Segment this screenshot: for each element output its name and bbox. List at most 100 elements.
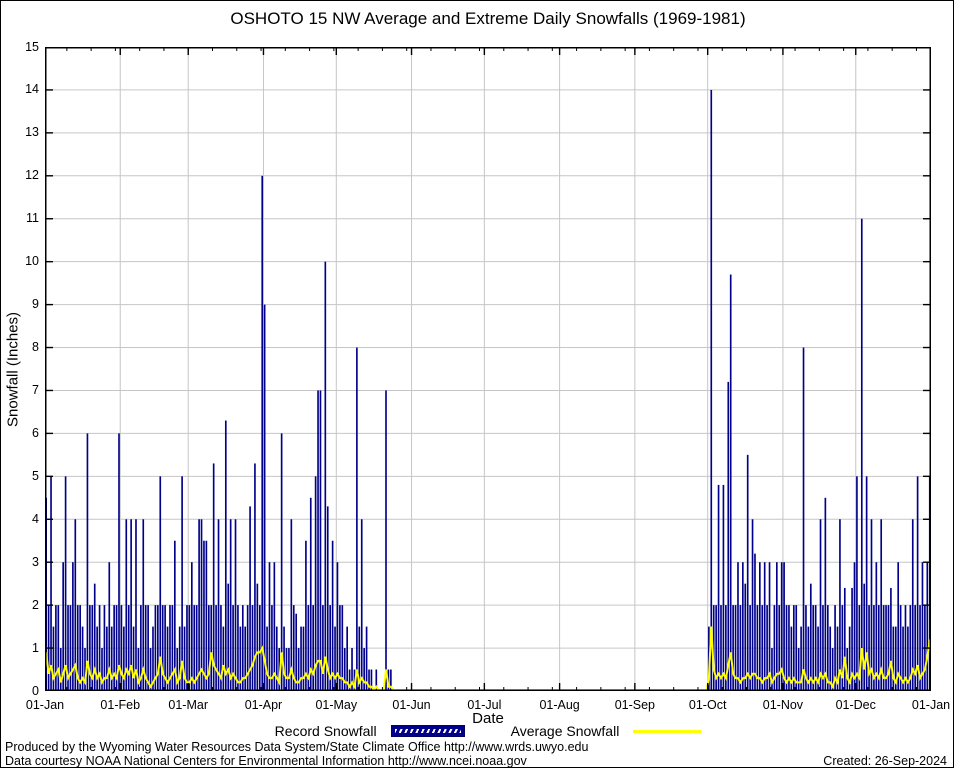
record-bar bbox=[802, 347, 805, 691]
record-bar bbox=[169, 605, 171, 691]
record-bar bbox=[727, 381, 730, 691]
record-bar bbox=[137, 648, 140, 691]
record-bar bbox=[363, 648, 365, 691]
record-bar bbox=[853, 562, 856, 691]
y-tick-label: 8 bbox=[32, 340, 39, 355]
record-bar bbox=[140, 605, 142, 691]
record-bar bbox=[836, 626, 839, 691]
x-tick-label: 01-Sep bbox=[614, 698, 655, 712]
record-bar bbox=[887, 605, 890, 691]
record-bar bbox=[926, 562, 929, 691]
record-bar bbox=[305, 540, 307, 691]
record-bar bbox=[249, 506, 251, 691]
record-bar bbox=[826, 605, 829, 691]
record-bar bbox=[149, 648, 152, 691]
record-bar bbox=[909, 605, 912, 691]
y-tick-label: 12 bbox=[25, 168, 39, 183]
record-bar bbox=[241, 605, 244, 691]
record-bar bbox=[921, 562, 924, 691]
record-bar bbox=[159, 476, 162, 691]
record-bar bbox=[246, 605, 249, 691]
record-bar bbox=[800, 626, 802, 691]
record-bar bbox=[712, 605, 715, 691]
record-bar bbox=[234, 519, 237, 691]
record-bar bbox=[365, 626, 368, 691]
record-bar bbox=[244, 626, 247, 691]
record-bar bbox=[62, 562, 64, 691]
record-bar bbox=[222, 626, 225, 691]
record-bar bbox=[300, 626, 302, 691]
x-axis-title: Date bbox=[472, 710, 504, 727]
record-bar bbox=[875, 562, 878, 691]
record-bar bbox=[55, 605, 57, 691]
record-bar bbox=[98, 605, 101, 691]
record-bar bbox=[751, 519, 754, 691]
record-bar bbox=[761, 605, 764, 691]
record-bar bbox=[288, 648, 290, 691]
record-bar bbox=[190, 562, 193, 691]
record-bar bbox=[768, 562, 771, 691]
record-bar bbox=[118, 433, 120, 691]
record-bar bbox=[181, 476, 183, 691]
average-line bbox=[45, 626, 931, 691]
record-bar bbox=[81, 626, 84, 691]
record-bar bbox=[756, 605, 759, 691]
legend-average-label: Average Snowfall bbox=[510, 723, 620, 739]
record-bar bbox=[161, 605, 164, 691]
record-bar bbox=[203, 540, 205, 691]
record-bar bbox=[324, 261, 327, 691]
y-tick-label: 3 bbox=[32, 554, 39, 569]
record-bar bbox=[778, 605, 781, 691]
record-bar bbox=[771, 648, 773, 691]
record-bar bbox=[831, 648, 834, 691]
record-bar bbox=[147, 605, 149, 691]
record-bar bbox=[749, 605, 751, 691]
record-bar bbox=[120, 605, 123, 691]
record-bar bbox=[115, 605, 118, 691]
record-bar bbox=[283, 626, 285, 691]
record-bar bbox=[766, 605, 768, 691]
record-bar bbox=[785, 605, 788, 691]
record-bar bbox=[870, 519, 873, 691]
record-bar bbox=[101, 648, 103, 691]
record-bar bbox=[788, 605, 790, 691]
record-bar bbox=[715, 605, 717, 691]
record-bar bbox=[873, 605, 875, 691]
y-tick-label: 5 bbox=[32, 468, 39, 483]
record-bar bbox=[273, 562, 276, 691]
legend: Record Snowfall Average Snowfall bbox=[45, 723, 931, 739]
record-bar bbox=[780, 562, 783, 691]
record-bar bbox=[171, 605, 174, 691]
record-bar bbox=[176, 648, 179, 691]
record-bar bbox=[188, 605, 191, 691]
record-bar bbox=[205, 540, 208, 691]
y-tick-label: 14 bbox=[25, 82, 39, 97]
record-bar bbox=[123, 626, 125, 691]
record-bar bbox=[390, 669, 392, 691]
record-bar bbox=[256, 583, 259, 691]
record-bar bbox=[322, 605, 324, 691]
record-bar bbox=[902, 626, 904, 691]
x-tick-label: 01-Nov bbox=[762, 698, 804, 712]
x-tick-label: 01-May bbox=[315, 698, 358, 712]
record-bar bbox=[290, 519, 293, 691]
record-bar bbox=[834, 605, 836, 691]
y-axis-title: Snowfall (Inches) bbox=[4, 311, 22, 427]
record-bar bbox=[195, 605, 198, 691]
record-bar bbox=[358, 626, 361, 691]
record-bar bbox=[302, 626, 305, 691]
record-bar bbox=[212, 463, 215, 691]
x-tick-label: 01-Jul bbox=[467, 698, 502, 712]
record-bar bbox=[792, 605, 795, 691]
record-bar bbox=[807, 626, 810, 691]
record-bar bbox=[790, 626, 793, 691]
record-bar bbox=[96, 626, 98, 691]
record-bar bbox=[356, 347, 358, 691]
record-bar bbox=[754, 553, 756, 691]
record-bar bbox=[89, 605, 91, 691]
record-bar bbox=[64, 476, 67, 691]
record-bar bbox=[739, 605, 742, 691]
record-bar bbox=[200, 519, 203, 691]
y-tick-label: 13 bbox=[25, 125, 39, 140]
